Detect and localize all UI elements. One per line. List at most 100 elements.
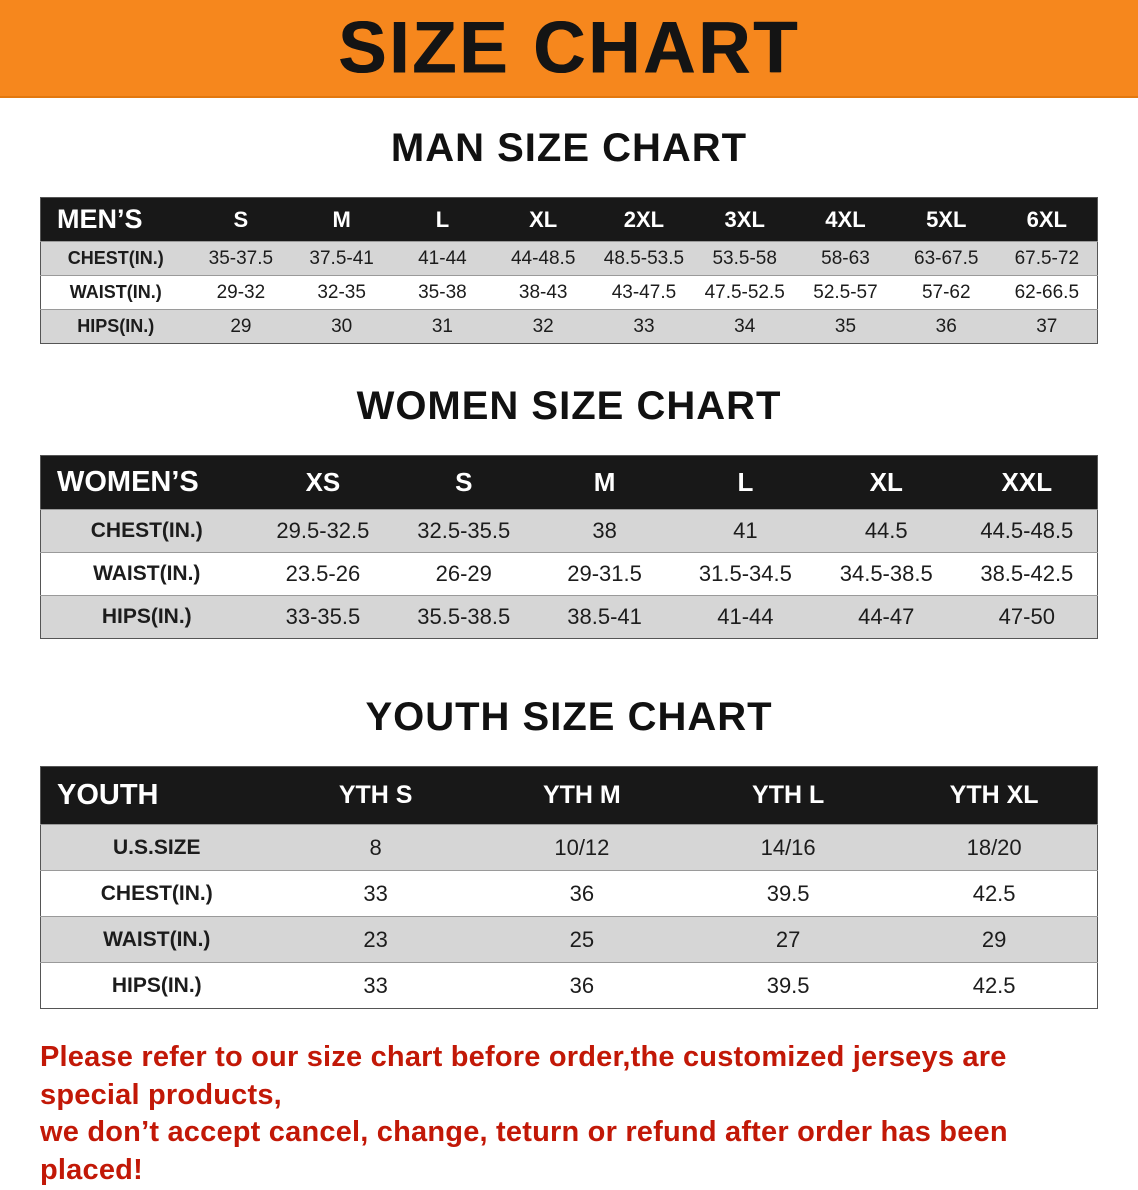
value-cell: 36 <box>569 880 595 906</box>
value-cell: 47.5-52.5 <box>704 281 785 303</box>
row-label-cell: CHEST(IN.) <box>100 881 213 905</box>
table-body: CHEST(IN.) 29.5-32.5 32.5-35.5 38 41 44.5 44.5… <box>40 509 1098 639</box>
size-header-cell: YTH M <box>542 781 621 809</box>
row-label-cell: WAIST(IN.) <box>69 282 162 302</box>
value-cell: 33-35.5 <box>285 604 361 629</box>
value-cell: 29 <box>981 926 1007 952</box>
value-cell: 37 <box>1036 315 1058 337</box>
table-body: U.S.SIZE 8 10/12 14/16 18/20 CHEST(IN.) 33 36 39… <box>40 824 1098 1009</box>
value-cell: 29-32 <box>216 281 266 303</box>
table-label-cell: YOUTH <box>57 779 159 811</box>
women-section-heading: WOMEN SIZE CHART <box>356 384 782 428</box>
page-title: SIZE CHART <box>338 7 800 89</box>
women-size-table: WOMEN’S XS S M L XL XXL CHEST(IN.) 29.5-32.5 32.5… <box>40 455 1098 639</box>
row-label-cell: HIPS(IN.) <box>77 316 155 336</box>
table-row: WAIST(IN.) 23.5-26 26-29 29-31.5 31.5-34.5 34… <box>40 552 1098 596</box>
value-cell: 44.5-48.5 <box>980 518 1074 543</box>
value-cell: 38 <box>592 518 617 543</box>
value-cell: 10/12 <box>554 834 610 860</box>
size-header-cell: L <box>737 467 754 497</box>
row-label-cell: WAIST(IN.) <box>93 562 201 585</box>
value-cell: 41-44 <box>717 604 774 629</box>
value-cell: 35-37.5 <box>208 247 274 269</box>
size-chart-content: MAN SIZE CHART MEN’S S M L XL 2XL 3XL 4XL 5XL 6XL… <box>0 126 1138 1190</box>
value-cell: 33 <box>363 972 388 998</box>
men-section-heading: MAN SIZE CHART <box>390 126 748 170</box>
table-label-cell: WOMEN’S <box>57 466 199 498</box>
row-label-cell: HIPS(IN.) <box>101 605 192 628</box>
value-cell: 18/20 <box>966 834 1022 860</box>
value-cell: 23.5-26 <box>285 561 361 586</box>
value-cell: 41-44 <box>418 247 467 269</box>
table-header: YOUTH YTH S YTH M YTH L YTH XL <box>40 766 1098 825</box>
table-row: HIPS(IN.) 33-35.5 35.5-38.5 38.5-41 41-44 44-… <box>40 595 1098 639</box>
size-header-cell: L <box>435 206 450 232</box>
value-cell: 38-43 <box>518 281 568 303</box>
table-body: CHEST(IN.) 35-37.5 37.5-41 41-44 44-48.5 48.5… <box>40 241 1098 344</box>
size-header-cell: 5XL <box>926 206 967 232</box>
row-label-cell: WAIST(IN.) <box>103 927 211 951</box>
value-cell: 38.5-42.5 <box>980 561 1074 586</box>
table-row: HIPS(IN.) 33 36 39.5 42.5 <box>40 962 1098 1009</box>
size-header-cell: YTH L <box>752 781 825 809</box>
value-cell: 29 <box>230 315 252 337</box>
value-cell: 53.5-58 <box>712 247 777 269</box>
size-header-cell: S <box>233 206 249 232</box>
value-cell: 62-66.5 <box>1014 281 1080 303</box>
value-cell: 44-47 <box>858 604 915 629</box>
table-row: CHEST(IN.) 29.5-32.5 32.5-35.5 38 41 44.5 44.5… <box>40 509 1098 553</box>
value-cell: 35-38 <box>418 281 467 303</box>
size-header-cell: 3XL <box>724 206 765 232</box>
size-header-cell: XS <box>305 467 341 497</box>
row-label-cell: HIPS(IN.) <box>111 973 202 997</box>
value-cell: 30 <box>331 315 353 337</box>
value-cell: 35.5-38.5 <box>417 604 511 629</box>
size-header-cell: YTH XL <box>949 781 1039 809</box>
value-cell: 32 <box>532 315 554 337</box>
men-size-table: MEN’S S M L XL 2XL 3XL 4XL 5XL 6XL CHEST(IN.) 35-37… <box>40 197 1098 344</box>
value-cell: 42.5 <box>972 880 1016 906</box>
value-cell: 41 <box>733 518 758 543</box>
value-cell: 57-62 <box>921 281 971 303</box>
value-cell: 31 <box>431 315 453 337</box>
value-cell: 52.5-57 <box>813 281 878 303</box>
value-cell: 34 <box>734 315 756 337</box>
value-cell: 33 <box>633 315 655 337</box>
value-cell: 8 <box>369 834 382 860</box>
youth-size-table: YOUTH YTH S YTH M YTH L YTH XL U.S.SIZE 8 10/12… <box>40 766 1098 1009</box>
value-cell: 44.5 <box>864 518 908 543</box>
value-cell: 42.5 <box>972 972 1016 998</box>
value-cell: 58-63 <box>821 247 870 269</box>
value-cell: 35 <box>834 315 857 337</box>
value-cell: 29.5-32.5 <box>276 518 370 543</box>
value-cell: 37.5-41 <box>309 247 374 269</box>
value-cell: 36 <box>935 315 957 337</box>
value-cell: 43-47.5 <box>611 281 677 303</box>
table-row: U.S.SIZE 8 10/12 14/16 18/20 <box>40 824 1098 871</box>
size-header-cell: M <box>332 206 351 232</box>
value-cell: 14/16 <box>760 834 816 860</box>
table-header: WOMEN’S XS S M L XL XXL <box>40 455 1098 510</box>
value-cell: 44-48.5 <box>510 247 576 269</box>
row-label-cell: CHEST(IN.) <box>90 519 203 542</box>
table-header-row: WOMEN’S XS S M L XL XXL <box>40 455 1098 510</box>
value-cell: 25 <box>569 926 595 952</box>
size-header-cell: 4XL <box>825 206 866 232</box>
footer-note-line-2: we don’t accept cancel, change, teturn o… <box>40 1116 1008 1187</box>
size-header-cell: M <box>593 467 616 497</box>
value-cell: 48.5-53.5 <box>603 247 685 269</box>
value-cell: 26-29 <box>435 561 492 586</box>
size-header-cell: 6XL <box>1026 206 1067 232</box>
value-cell: 39.5 <box>766 880 810 906</box>
table-row: CHEST(IN.) 35-37.5 37.5-41 41-44 44-48.5 48.5… <box>40 241 1098 276</box>
value-cell: 39.5 <box>766 972 810 998</box>
value-cell: 23 <box>363 926 388 952</box>
value-cell: 31.5-34.5 <box>698 561 792 586</box>
value-cell: 47-50 <box>998 604 1055 629</box>
size-header-cell: 2XL <box>623 206 665 232</box>
size-header-cell: XL <box>529 206 558 232</box>
value-cell: 33 <box>363 880 388 906</box>
size-header-cell: XL <box>869 467 903 497</box>
table-row: CHEST(IN.) 33 36 39.5 42.5 <box>40 870 1098 917</box>
table-label-cell: MEN’S <box>57 204 143 234</box>
